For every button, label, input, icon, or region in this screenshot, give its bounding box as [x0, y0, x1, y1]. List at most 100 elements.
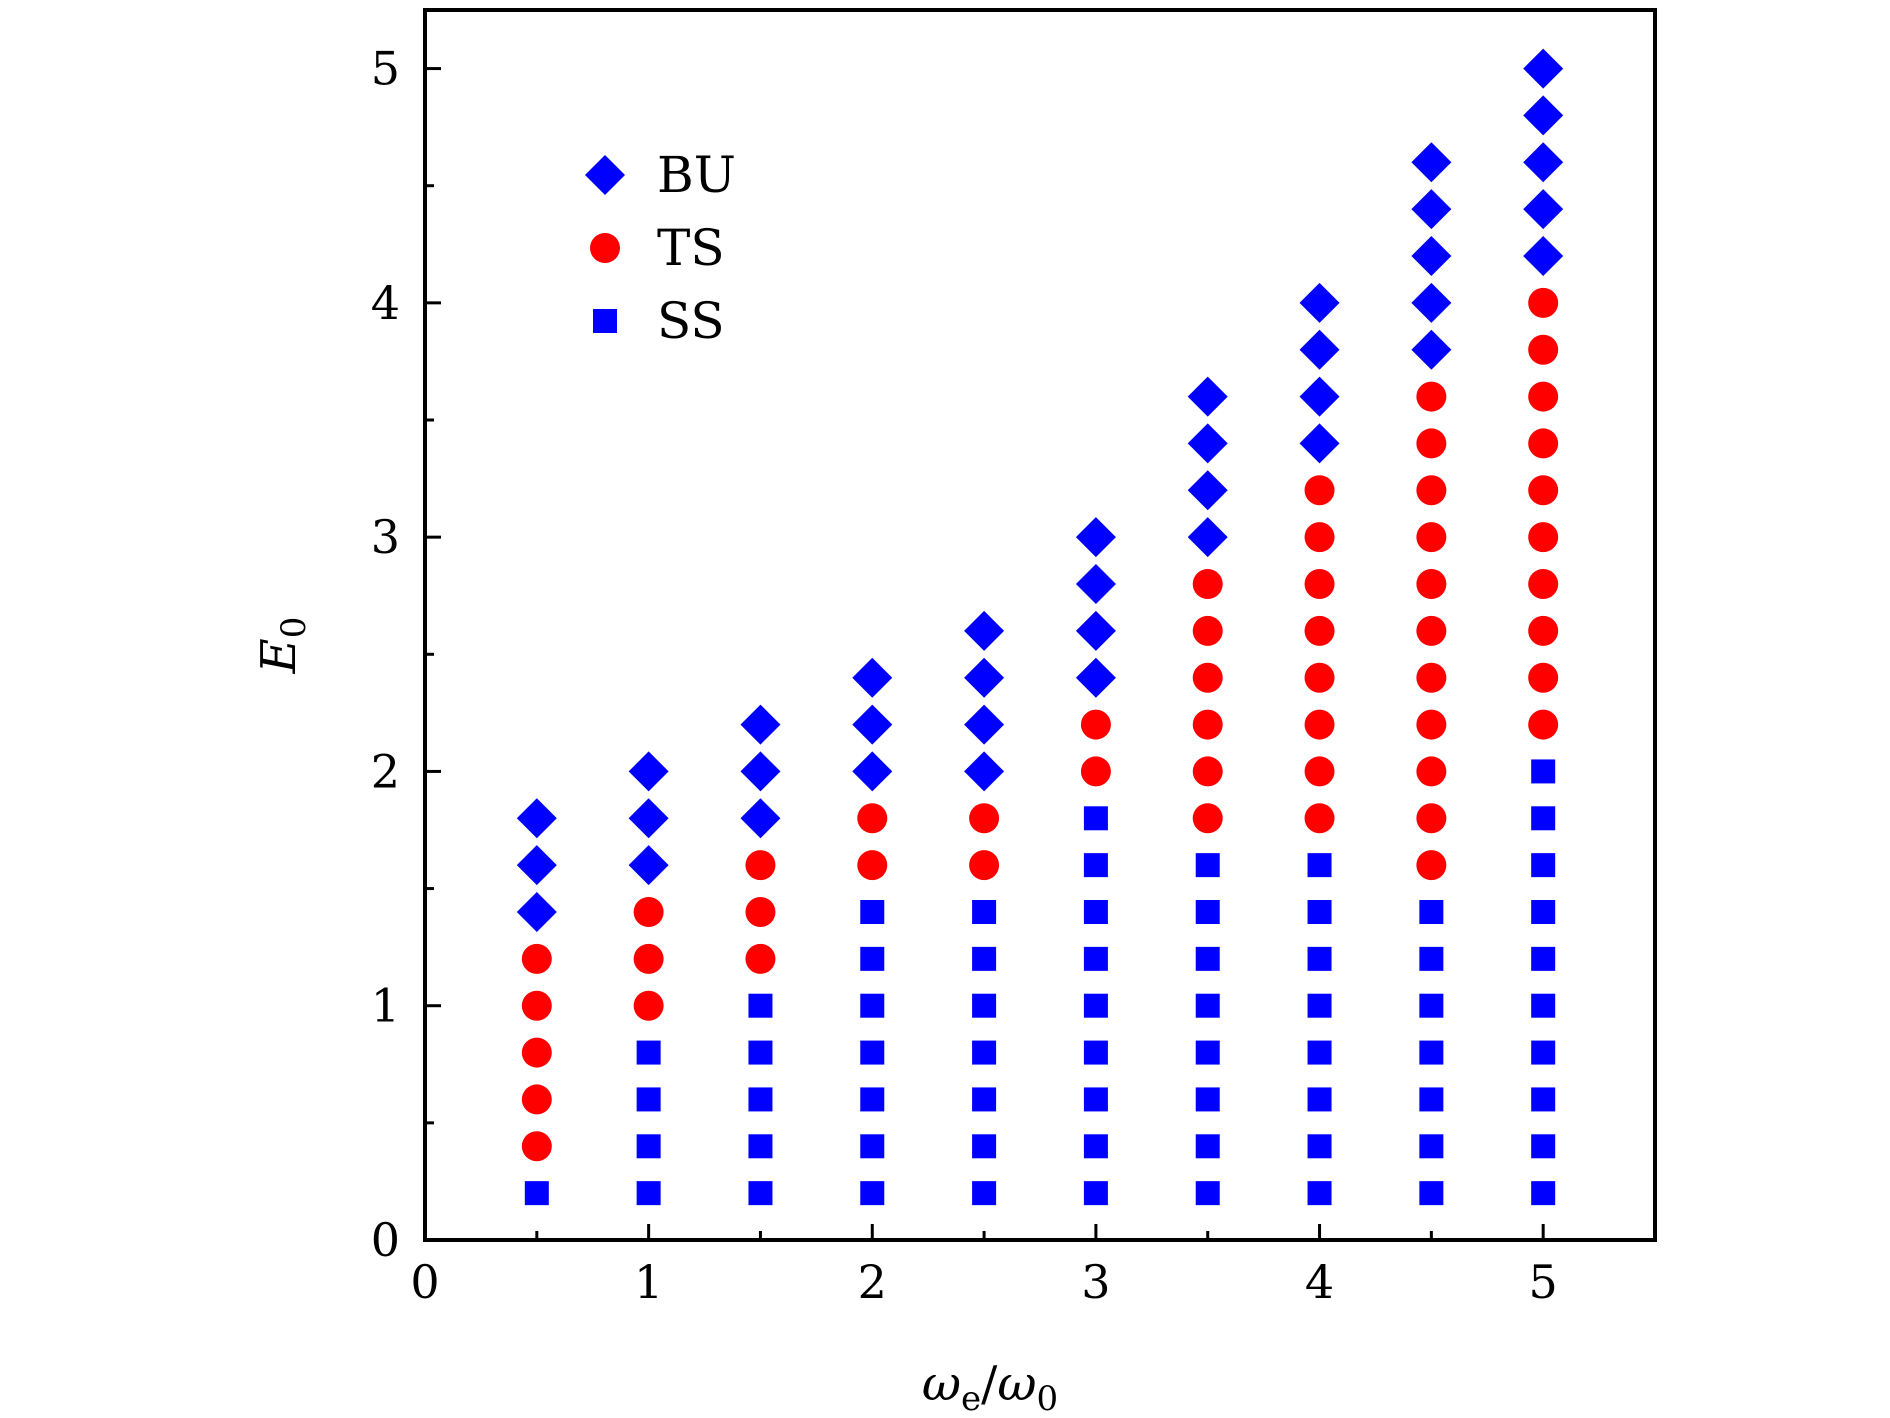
ss-point [1419, 1040, 1444, 1065]
ts-point [1304, 803, 1335, 834]
ts-point [1192, 756, 1223, 787]
bu-point [1523, 142, 1564, 183]
ts-point [1192, 615, 1223, 646]
ss-point [1531, 1087, 1556, 1112]
ss-point [1419, 1134, 1444, 1159]
bu-point [628, 845, 669, 886]
ss-point [972, 1040, 997, 1065]
ts-point [1304, 569, 1335, 599]
ss-point [748, 1040, 773, 1065]
ts-point [1416, 615, 1447, 646]
ss-point [972, 900, 997, 924]
ss-point [636, 1134, 661, 1159]
ts-point [1304, 756, 1335, 787]
ss-point [972, 1181, 997, 1206]
ss-point [636, 1040, 661, 1065]
ss-point [1307, 1087, 1332, 1112]
bu-point [740, 704, 781, 745]
bu-point [1075, 610, 1116, 651]
ts-point [1416, 428, 1447, 459]
ts-point [969, 803, 1000, 834]
ss-point [636, 1181, 661, 1206]
ss-point [1307, 993, 1332, 1018]
bu-point [1411, 329, 1452, 370]
bu-point [516, 798, 557, 839]
ss-point [860, 1087, 885, 1112]
bu-point [628, 798, 669, 839]
ts-point [521, 943, 552, 974]
ss-point [1083, 853, 1108, 878]
y-tick-label: 5 [371, 42, 400, 96]
ss-point [1195, 1134, 1220, 1159]
ts-point [521, 1037, 552, 1068]
x-tick-label: 4 [1305, 1255, 1334, 1309]
ts-point [1304, 662, 1335, 693]
bu-point [1299, 329, 1340, 370]
ss-point [1531, 853, 1556, 878]
x-tick-label: 1 [634, 1255, 663, 1309]
bu-point [964, 751, 1005, 792]
legend-ss-label: SS [657, 292, 725, 350]
x-tick-label: 3 [1081, 1255, 1110, 1309]
bu-point [1187, 517, 1228, 558]
ss-point [1307, 900, 1332, 924]
bu-point [1075, 657, 1116, 698]
ts-point [857, 850, 888, 881]
ss-point [860, 993, 885, 1018]
legend-bu-marker [585, 155, 625, 195]
bu-point [1187, 376, 1228, 417]
ss-point [1195, 946, 1220, 971]
bu-point [516, 845, 557, 886]
x-axis-label: ωe/ω0 [922, 1356, 1058, 1418]
ss-point [1083, 1134, 1108, 1159]
ss-point [1195, 1087, 1220, 1112]
ts-point [521, 990, 552, 1021]
ts-point [633, 943, 664, 974]
ts-point [1080, 756, 1111, 787]
ts-point [1528, 428, 1559, 459]
ss-point [972, 1087, 997, 1112]
ts-point [1528, 334, 1559, 365]
ss-point [748, 993, 773, 1018]
plot-frame [423, 8, 1657, 1242]
ss-point [1083, 806, 1108, 831]
ts-point [1192, 803, 1223, 834]
ss-point [972, 1134, 997, 1159]
legend-ts-label: TS [657, 219, 725, 277]
bu-point [1523, 189, 1564, 230]
ss-point [636, 1087, 661, 1112]
ts-point [633, 897, 664, 927]
bu-point [852, 704, 893, 745]
ss-point [748, 1181, 773, 1206]
ts-point [1416, 569, 1447, 599]
ss-point [1419, 900, 1444, 924]
bu-point [1187, 470, 1228, 511]
ts-point [1192, 709, 1223, 740]
ss-point [1531, 993, 1556, 1018]
tick-labels: 0 1 2 3 4 5 0 1 2 3 4 5 [371, 42, 1558, 1309]
bu-point [1411, 236, 1452, 276]
ts-point [521, 1084, 552, 1115]
ss-point [1531, 759, 1556, 784]
bu-point [964, 704, 1005, 745]
ts-point [1080, 709, 1111, 740]
ss-point [1195, 1040, 1220, 1065]
ss-point [1195, 1181, 1220, 1206]
y-tick-label: 2 [371, 744, 400, 798]
ss-point [1531, 946, 1556, 971]
ss-point [1531, 1181, 1556, 1206]
bu-point [964, 657, 1005, 698]
ss-point [860, 1134, 885, 1159]
legend: BU TS SS [585, 146, 736, 350]
ss-point [1531, 806, 1556, 831]
bu-point [852, 751, 893, 792]
y-tick-label: 3 [371, 510, 400, 564]
y-tick-label: 1 [371, 979, 400, 1033]
bu-point [628, 751, 669, 792]
bu-point [1075, 517, 1116, 558]
ts-point [1528, 615, 1559, 646]
legend-ts-marker [590, 233, 620, 263]
ts-point [969, 850, 1000, 881]
ts-point [1416, 756, 1447, 787]
